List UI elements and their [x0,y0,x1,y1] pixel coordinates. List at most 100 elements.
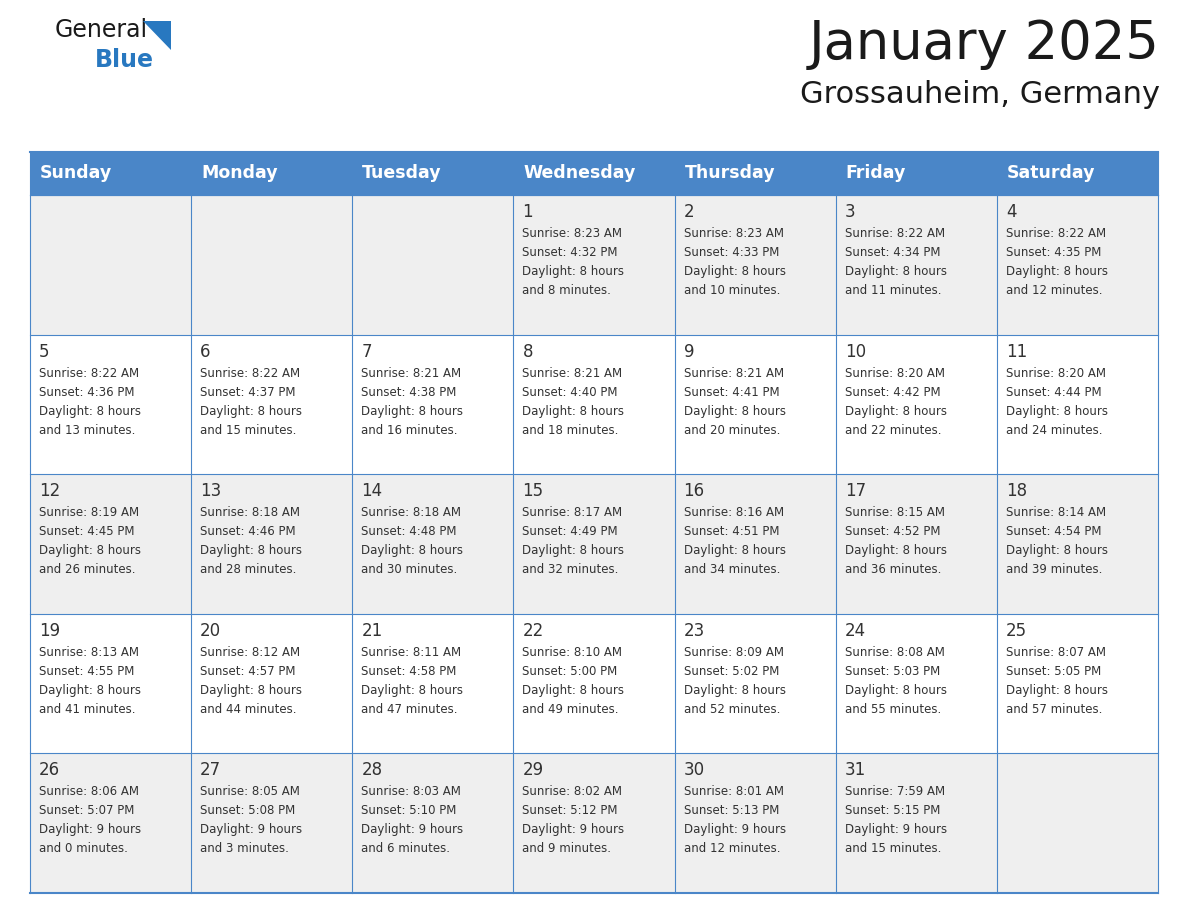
Bar [30,475,1158,614]
Text: 26: 26 [39,761,61,779]
Text: Sunset: 4:58 PM: Sunset: 4:58 PM [361,665,456,677]
Text: Daylight: 8 hours: Daylight: 8 hours [361,544,463,557]
Text: Daylight: 9 hours: Daylight: 9 hours [361,823,463,836]
Text: Friday: Friday [846,164,906,183]
Text: Sunset: 4:54 PM: Sunset: 4:54 PM [1006,525,1101,538]
Text: Daylight: 8 hours: Daylight: 8 hours [845,684,947,697]
Text: Sunset: 5:12 PM: Sunset: 5:12 PM [523,804,618,817]
Text: Sunrise: 8:03 AM: Sunrise: 8:03 AM [361,786,461,799]
Text: Daylight: 8 hours: Daylight: 8 hours [200,405,302,418]
Text: Daylight: 8 hours: Daylight: 8 hours [683,405,785,418]
Text: Sunrise: 7:59 AM: Sunrise: 7:59 AM [845,786,944,799]
Text: Sunset: 4:42 PM: Sunset: 4:42 PM [845,386,941,398]
Text: 15: 15 [523,482,544,500]
Text: and 0 minutes.: and 0 minutes. [39,843,128,856]
Text: 25: 25 [1006,621,1026,640]
Text: and 8 minutes.: and 8 minutes. [523,284,612,297]
Text: Blue: Blue [95,48,154,72]
Text: Sunrise: 8:16 AM: Sunrise: 8:16 AM [683,506,784,520]
Text: Sunrise: 8:22 AM: Sunrise: 8:22 AM [200,366,301,380]
Text: Daylight: 8 hours: Daylight: 8 hours [845,544,947,557]
Text: Daylight: 8 hours: Daylight: 8 hours [39,684,141,697]
Text: 31: 31 [845,761,866,779]
Text: Sunset: 4:35 PM: Sunset: 4:35 PM [1006,246,1101,259]
Text: Daylight: 8 hours: Daylight: 8 hours [39,544,141,557]
Text: and 15 minutes.: and 15 minutes. [200,423,297,437]
Text: Daylight: 9 hours: Daylight: 9 hours [200,823,302,836]
Text: Daylight: 8 hours: Daylight: 8 hours [361,684,463,697]
Text: Thursday: Thursday [684,164,776,183]
Text: Sunrise: 8:06 AM: Sunrise: 8:06 AM [39,786,139,799]
Text: Daylight: 9 hours: Daylight: 9 hours [39,823,141,836]
Text: and 41 minutes.: and 41 minutes. [39,703,135,716]
Text: Sunrise: 8:09 AM: Sunrise: 8:09 AM [683,645,784,659]
Polygon shape [143,21,171,50]
Text: Daylight: 8 hours: Daylight: 8 hours [845,265,947,278]
Text: Daylight: 8 hours: Daylight: 8 hours [1006,265,1108,278]
Text: 23: 23 [683,621,704,640]
Text: and 36 minutes.: and 36 minutes. [845,564,941,577]
Text: and 55 minutes.: and 55 minutes. [845,703,941,716]
Text: Sunrise: 8:18 AM: Sunrise: 8:18 AM [361,506,461,520]
Text: Sunrise: 8:18 AM: Sunrise: 8:18 AM [200,506,301,520]
Text: and 6 minutes.: and 6 minutes. [361,843,450,856]
Text: 21: 21 [361,621,383,640]
Text: January 2025: January 2025 [809,18,1159,70]
Text: Sunrise: 8:14 AM: Sunrise: 8:14 AM [1006,506,1106,520]
Text: 17: 17 [845,482,866,500]
Bar [30,334,1158,475]
Text: and 16 minutes.: and 16 minutes. [361,423,457,437]
Text: Sunset: 4:44 PM: Sunset: 4:44 PM [1006,386,1101,398]
Text: Sunrise: 8:05 AM: Sunrise: 8:05 AM [200,786,301,799]
Text: and 49 minutes.: and 49 minutes. [523,703,619,716]
Text: and 12 minutes.: and 12 minutes. [1006,284,1102,297]
Text: 24: 24 [845,621,866,640]
Text: 11: 11 [1006,342,1028,361]
Text: Daylight: 9 hours: Daylight: 9 hours [845,823,947,836]
Text: Sunrise: 8:15 AM: Sunrise: 8:15 AM [845,506,944,520]
Text: Daylight: 8 hours: Daylight: 8 hours [683,684,785,697]
Text: Daylight: 8 hours: Daylight: 8 hours [1006,405,1108,418]
Text: 2: 2 [683,203,694,221]
Text: Sunrise: 8:11 AM: Sunrise: 8:11 AM [361,645,461,659]
Text: Sunrise: 8:21 AM: Sunrise: 8:21 AM [361,366,461,380]
Text: Daylight: 8 hours: Daylight: 8 hours [523,405,625,418]
Text: 16: 16 [683,482,704,500]
Text: Sunset: 4:41 PM: Sunset: 4:41 PM [683,386,779,398]
Text: Sunset: 4:49 PM: Sunset: 4:49 PM [523,525,618,538]
Text: Sunset: 4:38 PM: Sunset: 4:38 PM [361,386,456,398]
Text: 7: 7 [361,342,372,361]
Text: 28: 28 [361,761,383,779]
Text: and 10 minutes.: and 10 minutes. [683,284,781,297]
Text: Sunrise: 8:20 AM: Sunrise: 8:20 AM [845,366,944,380]
Text: and 47 minutes.: and 47 minutes. [361,703,457,716]
Text: and 11 minutes.: and 11 minutes. [845,284,941,297]
Text: Sunset: 5:03 PM: Sunset: 5:03 PM [845,665,940,677]
Text: and 57 minutes.: and 57 minutes. [1006,703,1102,716]
Text: Daylight: 8 hours: Daylight: 8 hours [1006,544,1108,557]
Text: and 52 minutes.: and 52 minutes. [683,703,781,716]
Text: Sunset: 5:00 PM: Sunset: 5:00 PM [523,665,618,677]
Text: and 39 minutes.: and 39 minutes. [1006,564,1102,577]
Text: Sunrise: 8:20 AM: Sunrise: 8:20 AM [1006,366,1106,380]
Text: Sunset: 4:34 PM: Sunset: 4:34 PM [845,246,940,259]
Text: Daylight: 8 hours: Daylight: 8 hours [200,544,302,557]
Text: Sunset: 5:02 PM: Sunset: 5:02 PM [683,665,779,677]
Text: Daylight: 8 hours: Daylight: 8 hours [39,405,141,418]
Text: Daylight: 9 hours: Daylight: 9 hours [683,823,785,836]
Text: Grossauheim, Germany: Grossauheim, Germany [800,80,1159,109]
Text: Sunrise: 8:01 AM: Sunrise: 8:01 AM [683,786,784,799]
Text: Sunday: Sunday [40,164,112,183]
Text: 22: 22 [523,621,544,640]
Text: and 34 minutes.: and 34 minutes. [683,564,781,577]
Text: Sunset: 5:10 PM: Sunset: 5:10 PM [361,804,456,817]
Text: Sunset: 4:55 PM: Sunset: 4:55 PM [39,665,134,677]
Text: Sunrise: 8:02 AM: Sunrise: 8:02 AM [523,786,623,799]
Text: Sunrise: 8:08 AM: Sunrise: 8:08 AM [845,645,944,659]
Text: 10: 10 [845,342,866,361]
Text: Daylight: 8 hours: Daylight: 8 hours [683,265,785,278]
Text: 1: 1 [523,203,533,221]
Text: Sunset: 4:32 PM: Sunset: 4:32 PM [523,246,618,259]
Text: and 18 minutes.: and 18 minutes. [523,423,619,437]
Text: Sunset: 4:37 PM: Sunset: 4:37 PM [200,386,296,398]
